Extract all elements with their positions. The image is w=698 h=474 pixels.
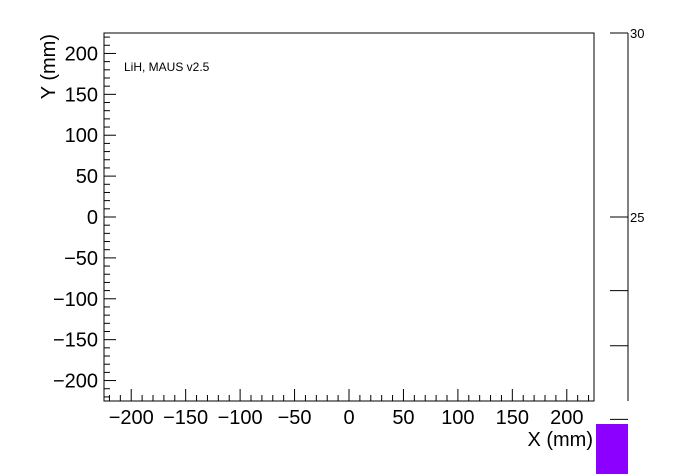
palette-color-swatch: [596, 424, 628, 474]
x-tick-label: 100: [441, 407, 474, 429]
y-axis-tick-labels: −200 −150 −100 −50 0 50 100 150 200: [53, 43, 98, 392]
y-tick-label: 50: [76, 166, 98, 188]
annotation-label: LiH, MAUS v2.5: [124, 60, 210, 74]
palette-axis-labels: 30 25: [630, 26, 644, 225]
y-tick-label: 200: [65, 43, 98, 65]
y-tick-label: 0: [87, 207, 98, 229]
x-tick-label: −50: [278, 407, 312, 429]
y-tick-label: 150: [65, 84, 98, 106]
y-tick-label: −50: [64, 248, 98, 270]
x-axis-tick-labels: −200 −150 −100 −50 0 50 100 150 200: [109, 407, 584, 429]
x-tick-label: −200: [109, 407, 154, 429]
plot-frame: [103, 32, 595, 402]
y-tick-label: 100: [65, 125, 98, 147]
x-tick-label: 50: [392, 407, 414, 429]
palette-axis-ticks: [610, 32, 628, 420]
x-axis-title: X (mm): [527, 429, 593, 451]
x-tick-label: 150: [496, 407, 529, 429]
palette-tick-label: 25: [630, 210, 644, 225]
x-tick-label: 200: [550, 407, 583, 429]
x-tick-label: 0: [343, 407, 354, 429]
x-tick-label: −100: [218, 407, 263, 429]
y-axis-ticks: [104, 36, 116, 398]
x-axis-ticks: [108, 389, 590, 401]
y-tick-label: −200: [53, 371, 98, 393]
y-tick-label: −150: [53, 330, 98, 352]
y-axis-title: Y (mm): [38, 34, 60, 99]
palette-tick-label: 30: [630, 26, 644, 41]
y-tick-label: −100: [53, 289, 98, 311]
x-tick-label: −150: [163, 407, 208, 429]
